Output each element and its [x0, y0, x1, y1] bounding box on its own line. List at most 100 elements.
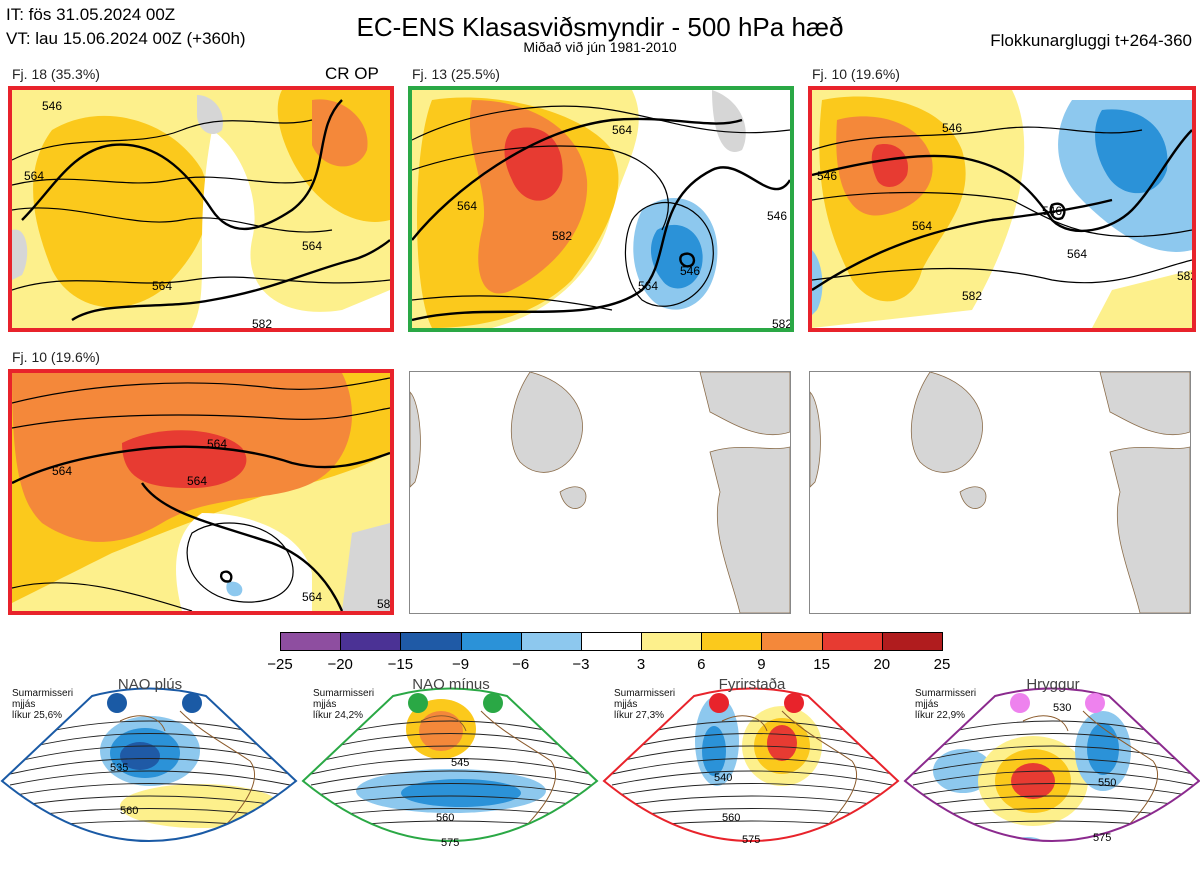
- regime-map: 545 560 575: [301, 687, 599, 849]
- empty-map-5: [409, 371, 791, 614]
- regime-marker-dot: [1010, 693, 1030, 713]
- svg-text:582: 582: [552, 229, 572, 243]
- regime-note-line: líkur 25,6%: [12, 710, 63, 721]
- svg-text:546: 546: [42, 99, 62, 113]
- regime-note-line: mjjás: [313, 699, 337, 710]
- regime-map: 530 550 575: [903, 687, 1200, 844]
- cluster-1-label: Fj. 18 (35.3%): [12, 66, 100, 82]
- regime-note-line: líkur 22,9%: [915, 710, 966, 721]
- regime-note: Sumarmisseri mjjás líkur 27,3%: [614, 688, 684, 721]
- colorbar-swatch: [761, 632, 823, 651]
- regime-note-line: líkur 24,2%: [313, 710, 364, 721]
- regime-note: Sumarmisseri mjjás líkur 25,6%: [12, 688, 82, 721]
- svg-text:546: 546: [680, 264, 700, 278]
- regime-contour-label: 560: [722, 812, 740, 824]
- colorbar-swatch: [881, 632, 943, 651]
- colorbar-swatch: [340, 632, 402, 651]
- colorbar-swatch: [701, 632, 763, 651]
- regime-contour-label: 560: [120, 805, 138, 817]
- regime-marker-dot: [784, 693, 804, 713]
- regime-title: Hryggur: [1026, 676, 1080, 693]
- svg-text:582: 582: [252, 317, 272, 328]
- colorbar-tick-label: 25: [933, 656, 951, 673]
- svg-text:582: 582: [962, 289, 982, 303]
- svg-text:564: 564: [612, 123, 632, 137]
- svg-text:582: 582: [1177, 269, 1192, 283]
- regime-note-line: mjjás: [614, 699, 638, 710]
- regime-title: Fyrirstaða: [718, 676, 786, 693]
- regime-marker-dot: [408, 693, 428, 713]
- classification-window: Flokkunargluggi t+264-360: [990, 31, 1192, 50]
- regime-note-line: Sumarmisseri: [915, 688, 977, 699]
- svg-text:546: 546: [817, 169, 837, 183]
- regime-contour-label: 575: [441, 837, 459, 849]
- cluster-map-2: 564 564 582 546 564 546 582: [408, 86, 794, 332]
- colorbar-swatch: [821, 632, 883, 651]
- regime-marker-dot: [107, 693, 127, 713]
- cluster-3-label: Fj. 10 (19.6%): [812, 66, 900, 82]
- svg-text:564: 564: [912, 219, 932, 233]
- regime-note-line: mjjás: [915, 699, 939, 710]
- valid-time: VT: lau 15.06.2024 00Z (+360h): [6, 29, 246, 48]
- colorbar-tick-label: 20: [873, 656, 891, 673]
- colorbar-tick-label: 15: [813, 656, 830, 673]
- regime-contour-label: 550: [1098, 777, 1116, 789]
- cluster-map-4: 564 564 564 564 582: [8, 369, 394, 615]
- regime-note-line: líkur 27,3%: [614, 710, 665, 721]
- regime-marker-dot: [483, 693, 503, 713]
- issue-time: IT: fös 31.05.2024 00Z: [6, 5, 176, 24]
- cluster-2-label: Fj. 13 (25.5%): [412, 66, 500, 82]
- regime-marker-dot: [709, 693, 729, 713]
- svg-text:582: 582: [377, 597, 390, 611]
- colorbar-tick-label: −3: [572, 656, 590, 673]
- empty-map-6: [809, 371, 1191, 614]
- regime-contour-label: 575: [742, 834, 760, 846]
- regime-contour-label: 540: [714, 772, 732, 784]
- svg-text:564: 564: [52, 464, 72, 478]
- svg-text:546: 546: [942, 121, 962, 135]
- colorbar-tick-label: −25: [267, 656, 293, 673]
- colorbar-swatch: [280, 632, 342, 651]
- colorbar-tick-label: 6: [697, 656, 706, 673]
- colorbar-tick-label: −15: [387, 656, 414, 673]
- regime-contour-label: 545: [451, 757, 469, 769]
- chart-subtitle: Miðað við jún 1981-2010: [523, 39, 677, 55]
- svg-text:564: 564: [187, 474, 207, 488]
- colorbar-swatch: [400, 632, 462, 651]
- regime-contour-label: 560: [436, 812, 454, 824]
- cluster-1-tag: CR OP: [325, 64, 379, 83]
- colorbar-tick-label: −6: [512, 656, 530, 673]
- colorbar-swatch: [641, 632, 703, 651]
- colorbar-tick-label: 3: [636, 656, 646, 673]
- regime-contour-label: 575: [1093, 832, 1111, 844]
- regime-marker-dot: [182, 693, 202, 713]
- colorbar-tick-label: 9: [757, 656, 766, 673]
- svg-text:564: 564: [457, 199, 477, 213]
- colorbar-tick-label: −9: [451, 656, 470, 673]
- svg-text:564: 564: [638, 279, 658, 293]
- regime-note-line: Sumarmisseri: [12, 688, 74, 699]
- regime-note-line: Sumarmisseri: [614, 688, 676, 699]
- svg-text:582: 582: [772, 317, 790, 328]
- cluster-map-1: 546 564 564 564 582: [8, 86, 394, 332]
- svg-text:564: 564: [302, 590, 322, 604]
- regime-note: Sumarmisseri mjjás líkur 22,9%: [915, 688, 985, 721]
- regime-title: NAO mínus: [412, 676, 490, 693]
- svg-text:564: 564: [1067, 247, 1087, 261]
- colorbar-swatch: [580, 632, 643, 651]
- cluster-map-3: 546 546 564 546 564 582 582: [808, 86, 1196, 332]
- svg-text:564: 564: [302, 239, 322, 253]
- svg-text:546: 546: [767, 209, 787, 223]
- regime-marker-dot: [1085, 693, 1105, 713]
- svg-text:564: 564: [24, 169, 44, 183]
- regime-contour-label: 535: [110, 762, 128, 774]
- regime-title: NAO plús: [117, 676, 183, 693]
- regime-note-line: Sumarmisseri: [313, 688, 375, 699]
- colorbar-swatch: [460, 632, 522, 651]
- regime-note-line: mjjás: [12, 699, 36, 710]
- colorbar: [280, 632, 943, 651]
- chart-title: EC-ENS Klasasviðsmyndir - 500 hPa hæð: [356, 12, 844, 42]
- svg-text:564: 564: [152, 279, 172, 293]
- colorbar-swatch: [520, 632, 582, 651]
